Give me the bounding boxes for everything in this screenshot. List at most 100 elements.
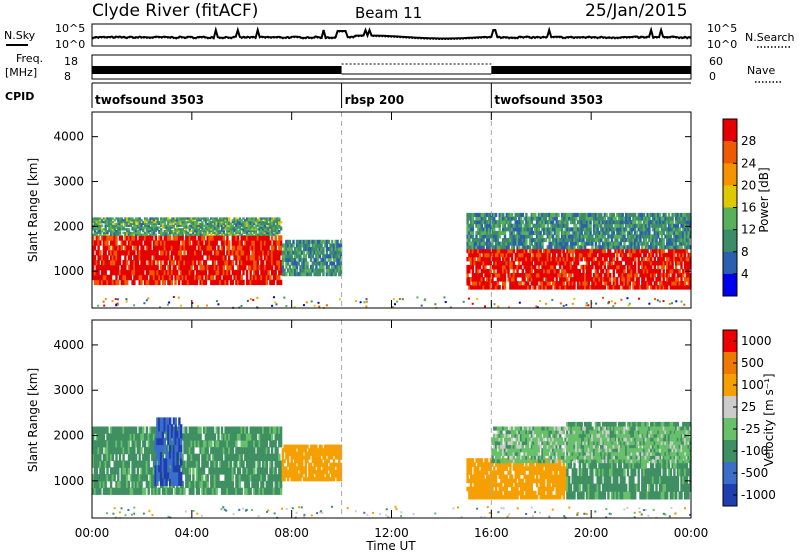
heatmap-cell bbox=[487, 238, 491, 243]
heatmap-cell bbox=[609, 234, 612, 239]
heatmap-cell bbox=[320, 257, 323, 262]
heatmap-cell bbox=[176, 274, 179, 281]
heatmap-cell bbox=[510, 281, 514, 286]
heatmap-cell bbox=[616, 238, 619, 243]
heatmap-cell bbox=[487, 220, 491, 225]
heatmap-cell bbox=[151, 228, 154, 231]
heatmap-cell bbox=[124, 222, 127, 226]
heatmap-cell bbox=[596, 216, 599, 221]
heatmap-cell bbox=[484, 223, 487, 228]
heatmap-cell bbox=[213, 231, 217, 235]
heatmap-cell bbox=[512, 248, 516, 254]
heatmap-cell bbox=[276, 279, 279, 286]
heatmap-cell bbox=[644, 241, 647, 246]
heatmap-cell bbox=[272, 224, 276, 227]
heatmap-cell bbox=[687, 264, 690, 270]
heatmap-cell bbox=[127, 217, 131, 220]
heatmap-cell bbox=[124, 235, 127, 241]
heatmap-cell bbox=[265, 222, 268, 226]
heatmap-cell bbox=[126, 230, 129, 233]
heatmap-cell bbox=[100, 264, 104, 271]
heatmap-cell bbox=[546, 273, 549, 278]
heatmap-cell bbox=[635, 273, 639, 278]
heatmap-cell bbox=[669, 245, 672, 250]
heatmap-cell bbox=[204, 219, 208, 222]
heatmap-point bbox=[398, 298, 401, 300]
heatmap-cell bbox=[174, 219, 177, 222]
heatmap-cell bbox=[292, 261, 295, 266]
heatmap-cell bbox=[108, 487, 111, 495]
heatmap-cell bbox=[206, 453, 209, 461]
heatmap-cell bbox=[118, 480, 122, 489]
heatmap-cell bbox=[131, 467, 134, 475]
heatmap-cell bbox=[194, 440, 197, 448]
heatmap-cell bbox=[285, 257, 288, 262]
heatmap-cell bbox=[186, 460, 190, 468]
heatmap-cell bbox=[584, 245, 587, 250]
heatmap-cell bbox=[172, 233, 175, 236]
heatmap-cell bbox=[487, 212, 491, 217]
heatmap-cell bbox=[190, 440, 193, 448]
heatmap-cell bbox=[548, 252, 551, 258]
heatmap-cell bbox=[160, 221, 163, 224]
heatmap-cell bbox=[170, 230, 174, 233]
heatmap-cell bbox=[138, 233, 141, 236]
heatmap-cell bbox=[477, 245, 480, 250]
heatmap-cell bbox=[161, 231, 165, 235]
heatmap-cell bbox=[630, 245, 633, 250]
heatmap-cell bbox=[587, 241, 590, 246]
heatmap-cell bbox=[260, 274, 263, 281]
heatmap-cell bbox=[687, 216, 690, 221]
heatmap-cell bbox=[236, 222, 240, 226]
heatmap-cell bbox=[496, 264, 500, 270]
heatmap-cell bbox=[306, 243, 309, 248]
heatmap-cell bbox=[316, 250, 320, 255]
heatmap-cell bbox=[152, 230, 156, 233]
heatmap-cell bbox=[634, 252, 637, 258]
heatmap-cell bbox=[147, 231, 150, 235]
heatmap-cell bbox=[471, 273, 475, 278]
heatmap-cell bbox=[505, 245, 508, 250]
heatmap-cell bbox=[468, 230, 471, 235]
heatmap-cell bbox=[516, 269, 519, 274]
heatmap-cell bbox=[480, 227, 483, 232]
heatmap-cell bbox=[327, 272, 330, 277]
heatmap-cell bbox=[575, 234, 578, 239]
heatmap-cell bbox=[253, 245, 256, 251]
heatmap-cell bbox=[576, 212, 580, 217]
heatmap-cell bbox=[580, 252, 583, 258]
heatmap-cell bbox=[503, 285, 507, 290]
heatmap-cell bbox=[245, 224, 249, 227]
heatmap-cell bbox=[185, 467, 188, 475]
heatmap-cell bbox=[502, 241, 505, 246]
heatmap-cell bbox=[245, 245, 249, 251]
heatmap-cell bbox=[202, 233, 206, 236]
heatmap-cell bbox=[245, 279, 249, 286]
heatmap-cell bbox=[582, 238, 585, 243]
heatmap-cell bbox=[510, 285, 514, 290]
heatmap-cell bbox=[129, 255, 132, 261]
heatmap-cell bbox=[503, 256, 507, 262]
heatmap-cell bbox=[475, 238, 478, 243]
heatmap-cell bbox=[516, 264, 519, 270]
heatmap-cell bbox=[532, 281, 535, 286]
heatmap-cell bbox=[143, 219, 147, 222]
heatmap-cell bbox=[332, 264, 336, 269]
heatmap-cell bbox=[97, 474, 100, 482]
heatmap-cell bbox=[195, 269, 199, 276]
heatmap-cell bbox=[486, 223, 489, 228]
heatmap-cell bbox=[258, 224, 261, 227]
heatmap-cell bbox=[687, 227, 690, 232]
heatmap-cell bbox=[564, 285, 567, 290]
heatmap-cell bbox=[242, 255, 245, 261]
heatmap-cell bbox=[682, 230, 685, 235]
heatmap-cell bbox=[653, 256, 656, 262]
heatmap-cell bbox=[127, 274, 131, 281]
heatmap-cell bbox=[258, 217, 261, 220]
heatmap-cell bbox=[535, 230, 539, 235]
heatmap-cell bbox=[267, 217, 270, 220]
heatmap-cell bbox=[610, 212, 614, 217]
heatmap-cell bbox=[587, 238, 590, 243]
heatmap-cell bbox=[111, 474, 115, 482]
heatmap-cell bbox=[242, 279, 245, 286]
